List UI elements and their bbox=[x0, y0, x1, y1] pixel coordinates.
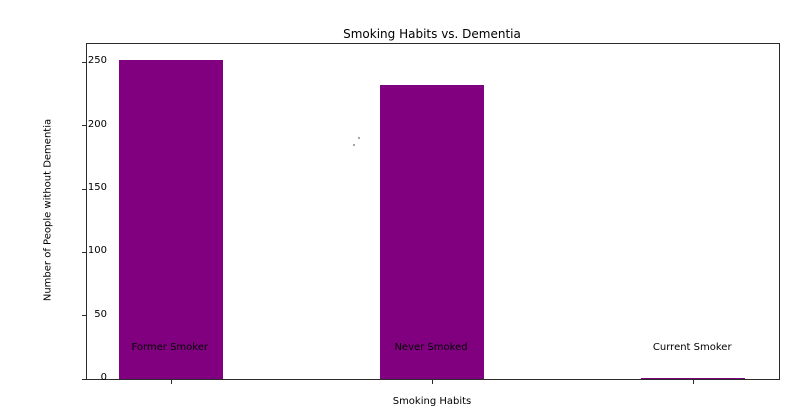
x-tick-label-current-smoker: Current Smoker bbox=[652, 342, 732, 353]
y-tick-mark bbox=[82, 251, 86, 253]
stray-mark bbox=[358, 137, 360, 139]
y-tick-label: 200 bbox=[87, 118, 107, 130]
y-tick-label: 50 bbox=[94, 308, 107, 320]
plot-area bbox=[82, 43, 780, 384]
y-tick-mark bbox=[82, 378, 86, 380]
bar-never-smoked bbox=[380, 85, 485, 379]
y-tick-mark bbox=[82, 125, 86, 127]
bar-current-smoker bbox=[641, 377, 746, 379]
y-tick-label: 150 bbox=[87, 182, 107, 194]
x-tick-mark bbox=[432, 380, 434, 384]
y-tick-mark bbox=[82, 188, 86, 190]
y-tick-label: 250 bbox=[87, 55, 107, 67]
y-axis-label: Number of People without Dementia bbox=[42, 118, 54, 302]
chart-title: Smoking Habits vs. Dementia bbox=[343, 27, 521, 41]
x-axis-label: Smoking Habits bbox=[392, 396, 472, 407]
bar-former-smoker bbox=[118, 59, 223, 379]
y-tick-mark bbox=[82, 315, 86, 317]
x-tick-label-former-smoker: Former Smoker bbox=[131, 342, 208, 353]
x-tick-mark bbox=[170, 380, 172, 384]
stray-mark bbox=[353, 144, 355, 146]
x-tick-label-never-smoked: Never Smoked bbox=[394, 342, 468, 353]
y-tick-label: 0 bbox=[100, 372, 107, 383]
y-tick-mark bbox=[82, 61, 86, 63]
y-tick-label: 100 bbox=[87, 245, 107, 257]
x-tick-mark bbox=[693, 380, 695, 384]
